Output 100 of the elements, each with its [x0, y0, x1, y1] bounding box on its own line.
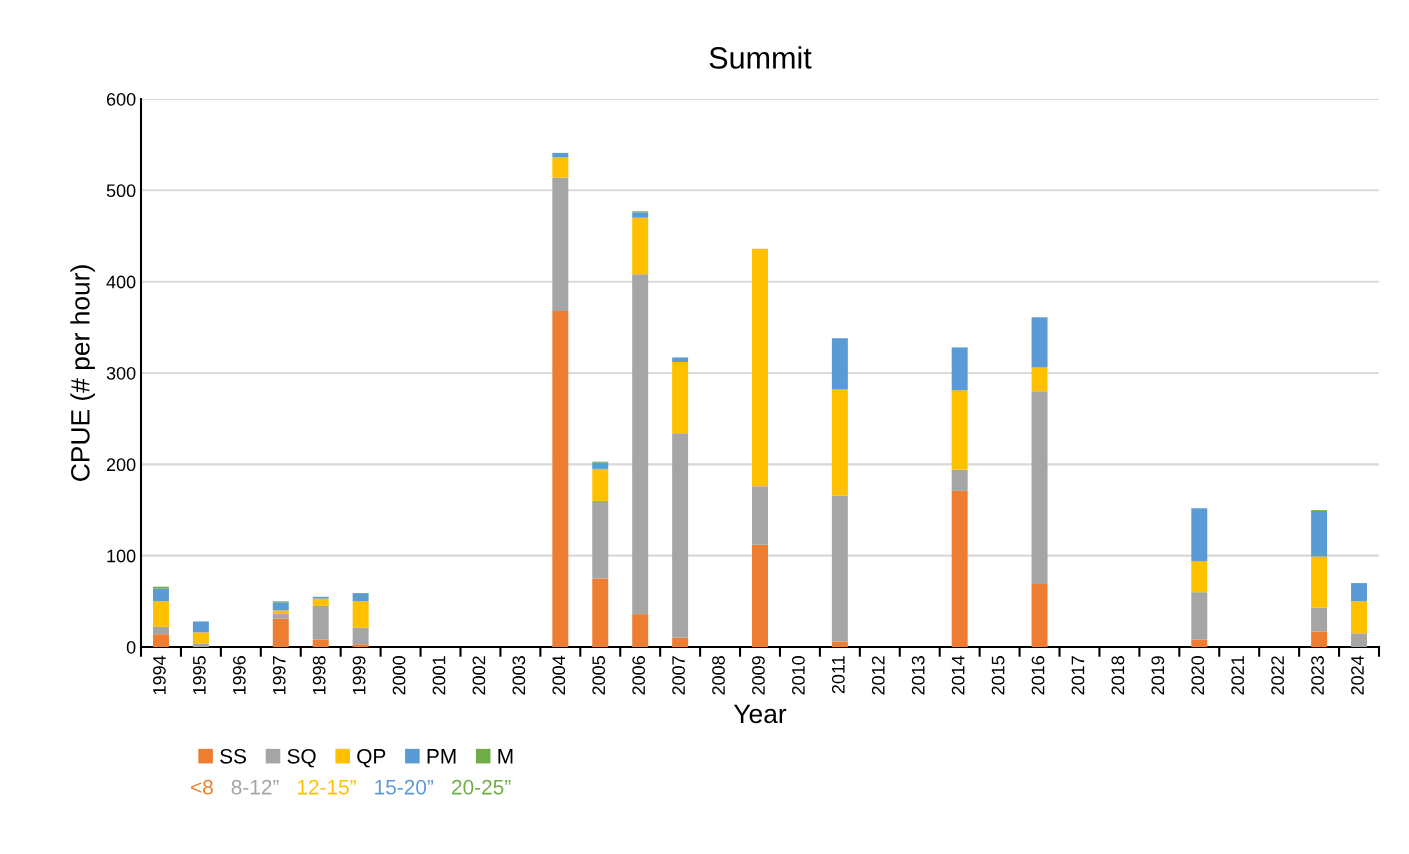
x-tick-label: 2003 — [512, 656, 526, 695]
bar — [352, 594, 369, 602]
x-tick-label: 2009 — [752, 656, 765, 695]
x-tick-label: 2010 — [792, 656, 805, 695]
bar — [152, 588, 169, 602]
bar — [831, 495, 848, 642]
x-tick-label: 2013 — [911, 656, 925, 695]
bar — [192, 643, 209, 647]
bar — [1311, 607, 1328, 632]
bar — [632, 217, 649, 275]
bar — [951, 469, 968, 491]
bar — [192, 621, 209, 633]
bar — [272, 618, 289, 647]
bar — [1311, 631, 1328, 647]
bar — [312, 639, 329, 647]
x-tick-label: 2017 — [1071, 656, 1085, 695]
legend-label: M — [498, 749, 513, 764]
bar — [1311, 510, 1328, 557]
y-tick-label: 600 — [106, 92, 136, 106]
bar — [1311, 556, 1328, 608]
bar — [552, 157, 569, 178]
bar — [352, 627, 369, 645]
x-tick-label: 2014 — [951, 655, 965, 695]
bar — [552, 177, 569, 311]
x-tick-label: 2015 — [991, 656, 1005, 695]
legend-label: PM — [427, 749, 456, 764]
y-tick-label: 100 — [107, 549, 136, 563]
legend-label: QP — [357, 748, 386, 768]
bar — [831, 641, 848, 647]
x-tick-label: 2005 — [592, 656, 606, 695]
bar — [752, 248, 768, 487]
bar — [352, 601, 369, 628]
bar — [672, 433, 689, 638]
bar — [592, 468, 609, 501]
text: 8-12” — [231, 779, 279, 795]
bar — [632, 274, 649, 615]
bar — [1351, 583, 1368, 602]
bar — [272, 610, 289, 615]
bar — [1191, 561, 1208, 593]
bar — [1191, 508, 1208, 562]
x-tick-label: 2016 — [1031, 656, 1045, 695]
x-tick-label: 2024 — [1351, 655, 1364, 695]
bar — [831, 338, 848, 390]
text: 15-20” — [375, 779, 434, 795]
bar — [152, 634, 169, 647]
x-tick-label: 1994 — [153, 655, 166, 695]
x-tick-label: 2002 — [472, 656, 486, 695]
bar — [951, 390, 968, 470]
bar — [152, 626, 169, 635]
x-tick-label: 2000 — [392, 656, 406, 695]
bar — [951, 347, 968, 391]
x-tick-label: 1996 — [232, 656, 246, 695]
bar — [592, 578, 609, 647]
x-tick-label: 1998 — [312, 656, 326, 695]
bar — [312, 598, 329, 606]
legend-label: SS — [220, 748, 246, 764]
x-tick-label: 2008 — [712, 656, 725, 695]
x-tick-label: 1999 — [352, 656, 366, 695]
x-tick-label: 2018 — [1111, 656, 1125, 695]
chart-title: Summit — [709, 46, 812, 69]
bar — [1351, 633, 1368, 647]
bar — [352, 644, 369, 647]
x-tick-label: 2007 — [672, 656, 685, 695]
bar — [632, 614, 649, 647]
bar — [1191, 639, 1208, 647]
x-tick-label: 1995 — [192, 656, 206, 695]
bar — [672, 637, 689, 647]
bar — [152, 601, 169, 627]
bar — [752, 486, 768, 545]
y-tick-label: 0 — [126, 640, 136, 654]
x-tick-label: 2019 — [1151, 656, 1165, 695]
bar — [552, 310, 569, 647]
x-tick-label: 2004 — [552, 655, 566, 695]
bar — [831, 389, 848, 496]
legend-label: SQ — [287, 748, 316, 768]
bar — [632, 212, 649, 218]
x-tick-label: 2023 — [1311, 656, 1324, 695]
x-tick-label: 2022 — [1271, 656, 1285, 695]
bar — [1191, 592, 1208, 640]
y-tick-label: 500 — [106, 184, 136, 198]
bar — [272, 602, 289, 611]
bar — [592, 500, 609, 579]
y-tick-label: 200 — [106, 458, 136, 472]
bar — [1031, 583, 1048, 647]
bar — [1031, 367, 1048, 392]
x-tick-label: 2020 — [1191, 656, 1205, 695]
bar — [1031, 317, 1048, 368]
y-axis-title: CPUE (# per hour) — [70, 265, 95, 481]
x-axis-title: Year — [733, 704, 787, 724]
x-tick-label: 2011 — [831, 656, 845, 694]
bar — [312, 605, 329, 640]
text: 20-25” — [452, 779, 511, 795]
y-tick-label: 300 — [106, 366, 136, 380]
x-tick-label: 1997 — [272, 656, 286, 695]
bar — [951, 490, 968, 647]
bar — [192, 632, 209, 644]
bar — [592, 462, 609, 469]
bar — [752, 544, 768, 647]
x-tick-label: 2021 — [1231, 656, 1245, 695]
text: 12-15” — [297, 779, 356, 795]
